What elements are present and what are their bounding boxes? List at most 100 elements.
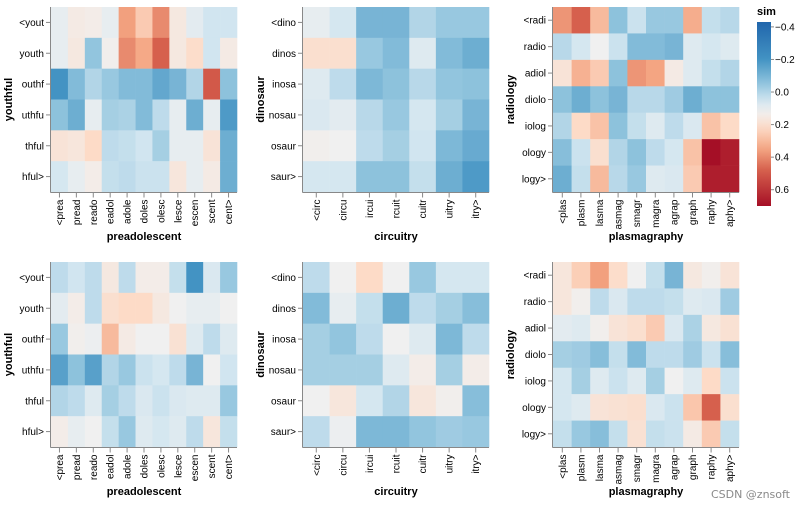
heatmap-cell[interactable] xyxy=(101,385,119,417)
heatmap-cell[interactable] xyxy=(409,416,437,448)
heatmap-cell[interactable] xyxy=(571,420,591,448)
heatmap-cell[interactable] xyxy=(118,7,136,39)
heatmap-cell[interactable] xyxy=(169,161,187,193)
heatmap-cell[interactable] xyxy=(51,37,69,69)
heatmap-cell[interactable] xyxy=(683,33,703,61)
heatmap-cell[interactable] xyxy=(664,139,684,166)
heatmap-cell[interactable] xyxy=(435,68,463,100)
heatmap-cell[interactable] xyxy=(646,314,665,342)
heatmap-cell[interactable] xyxy=(186,385,204,417)
heatmap-cell[interactable] xyxy=(356,99,384,131)
heatmap-cell[interactable] xyxy=(135,161,153,193)
heatmap-cell[interactable] xyxy=(152,385,170,417)
heatmap-cell[interactable] xyxy=(608,288,628,316)
heatmap-cell[interactable] xyxy=(356,161,384,193)
heatmap-cell[interactable] xyxy=(571,86,591,114)
heatmap-cell[interactable] xyxy=(67,323,86,355)
heatmap-cell[interactable] xyxy=(329,354,357,386)
heatmap-cell[interactable] xyxy=(67,130,86,162)
heatmap-cell[interactable] xyxy=(683,341,703,369)
heatmap-cell[interactable] xyxy=(118,292,136,324)
heatmap-cell[interactable] xyxy=(701,112,721,140)
heatmap-cell[interactable] xyxy=(646,288,665,316)
heatmap-cell[interactable] xyxy=(553,59,572,87)
heatmap-cell[interactable] xyxy=(627,262,647,289)
heatmap-cell[interactable] xyxy=(84,99,103,131)
heatmap-cell[interactable] xyxy=(152,323,170,355)
heatmap-cell[interactable] xyxy=(101,99,119,131)
heatmap-cell[interactable] xyxy=(590,367,610,395)
heatmap-cell[interactable] xyxy=(553,7,572,34)
heatmap-cell[interactable] xyxy=(303,385,330,417)
heatmap-cell[interactable] xyxy=(590,165,610,193)
heatmap-cell[interactable] xyxy=(220,99,238,131)
heatmap-cell[interactable] xyxy=(627,394,647,421)
heatmap-cell[interactable] xyxy=(664,165,684,193)
heatmap-cell[interactable] xyxy=(435,130,463,162)
heatmap-cell[interactable] xyxy=(683,112,703,140)
heatmap-cell[interactable] xyxy=(169,292,187,324)
heatmap-cell[interactable] xyxy=(382,68,410,100)
heatmap-cell[interactable] xyxy=(329,262,357,294)
heatmap-cell[interactable] xyxy=(720,33,740,61)
heatmap-cell[interactable] xyxy=(169,262,187,294)
heatmap-cell[interactable] xyxy=(590,59,610,87)
heatmap-cell[interactable] xyxy=(303,99,330,131)
heatmap-cell[interactable] xyxy=(135,323,153,355)
heatmap-cell[interactable] xyxy=(135,385,153,417)
heatmap-cell[interactable] xyxy=(67,37,86,69)
heatmap-cell[interactable] xyxy=(203,416,221,448)
heatmap-cell[interactable] xyxy=(303,7,330,39)
heatmap-cell[interactable] xyxy=(51,99,69,131)
heatmap-cell[interactable] xyxy=(646,7,665,34)
heatmap-cell[interactable] xyxy=(646,262,665,289)
heatmap-cell[interactable] xyxy=(169,385,187,417)
heatmap-cell[interactable] xyxy=(608,7,628,34)
heatmap-cell[interactable] xyxy=(329,416,357,448)
heatmap-cell[interactable] xyxy=(409,37,437,69)
heatmap-cell[interactable] xyxy=(84,7,103,39)
heatmap-cell[interactable] xyxy=(220,262,238,294)
heatmap-cell[interactable] xyxy=(571,314,591,342)
heatmap-cell[interactable] xyxy=(152,416,170,448)
heatmap-cell[interactable] xyxy=(329,68,357,100)
heatmap-cell[interactable] xyxy=(203,7,221,39)
heatmap-cell[interactable] xyxy=(118,323,136,355)
heatmap-cell[interactable] xyxy=(646,33,665,61)
heatmap-cell[interactable] xyxy=(169,130,187,162)
heatmap-cell[interactable] xyxy=(382,292,410,324)
heatmap-cell[interactable] xyxy=(720,86,740,114)
heatmap-cell[interactable] xyxy=(646,112,665,140)
heatmap-cell[interactable] xyxy=(51,385,69,417)
heatmap-cell[interactable] xyxy=(382,354,410,386)
heatmap-cell[interactable] xyxy=(720,288,740,316)
heatmap-cell[interactable] xyxy=(186,416,204,448)
heatmap-cell[interactable] xyxy=(435,354,463,386)
heatmap-cell[interactable] xyxy=(101,323,119,355)
heatmap-cell[interactable] xyxy=(701,341,721,369)
heatmap-cell[interactable] xyxy=(409,68,437,100)
heatmap-cell[interactable] xyxy=(303,292,330,324)
heatmap-cell[interactable] xyxy=(590,86,610,114)
heatmap-cell[interactable] xyxy=(356,262,384,294)
heatmap-cell[interactable] xyxy=(590,314,610,342)
heatmap-cell[interactable] xyxy=(435,416,463,448)
heatmap-cell[interactable] xyxy=(720,139,740,166)
heatmap-cell[interactable] xyxy=(720,367,740,395)
heatmap-cell[interactable] xyxy=(67,354,86,386)
heatmap-cell[interactable] xyxy=(720,314,740,342)
heatmap-cell[interactable] xyxy=(186,68,204,100)
heatmap-cell[interactable] xyxy=(435,7,463,39)
heatmap-cell[interactable] xyxy=(720,341,740,369)
heatmap-cell[interactable] xyxy=(646,139,665,166)
heatmap-cell[interactable] xyxy=(186,292,204,324)
heatmap-cell[interactable] xyxy=(382,385,410,417)
heatmap-cell[interactable] xyxy=(608,165,628,193)
heatmap-cell[interactable] xyxy=(409,262,437,294)
heatmap-cell[interactable] xyxy=(462,68,490,100)
heatmap-cell[interactable] xyxy=(701,420,721,448)
heatmap-cell[interactable] xyxy=(553,112,572,140)
heatmap-cell[interactable] xyxy=(67,262,86,294)
heatmap-cell[interactable] xyxy=(220,130,238,162)
heatmap-cell[interactable] xyxy=(382,7,410,39)
